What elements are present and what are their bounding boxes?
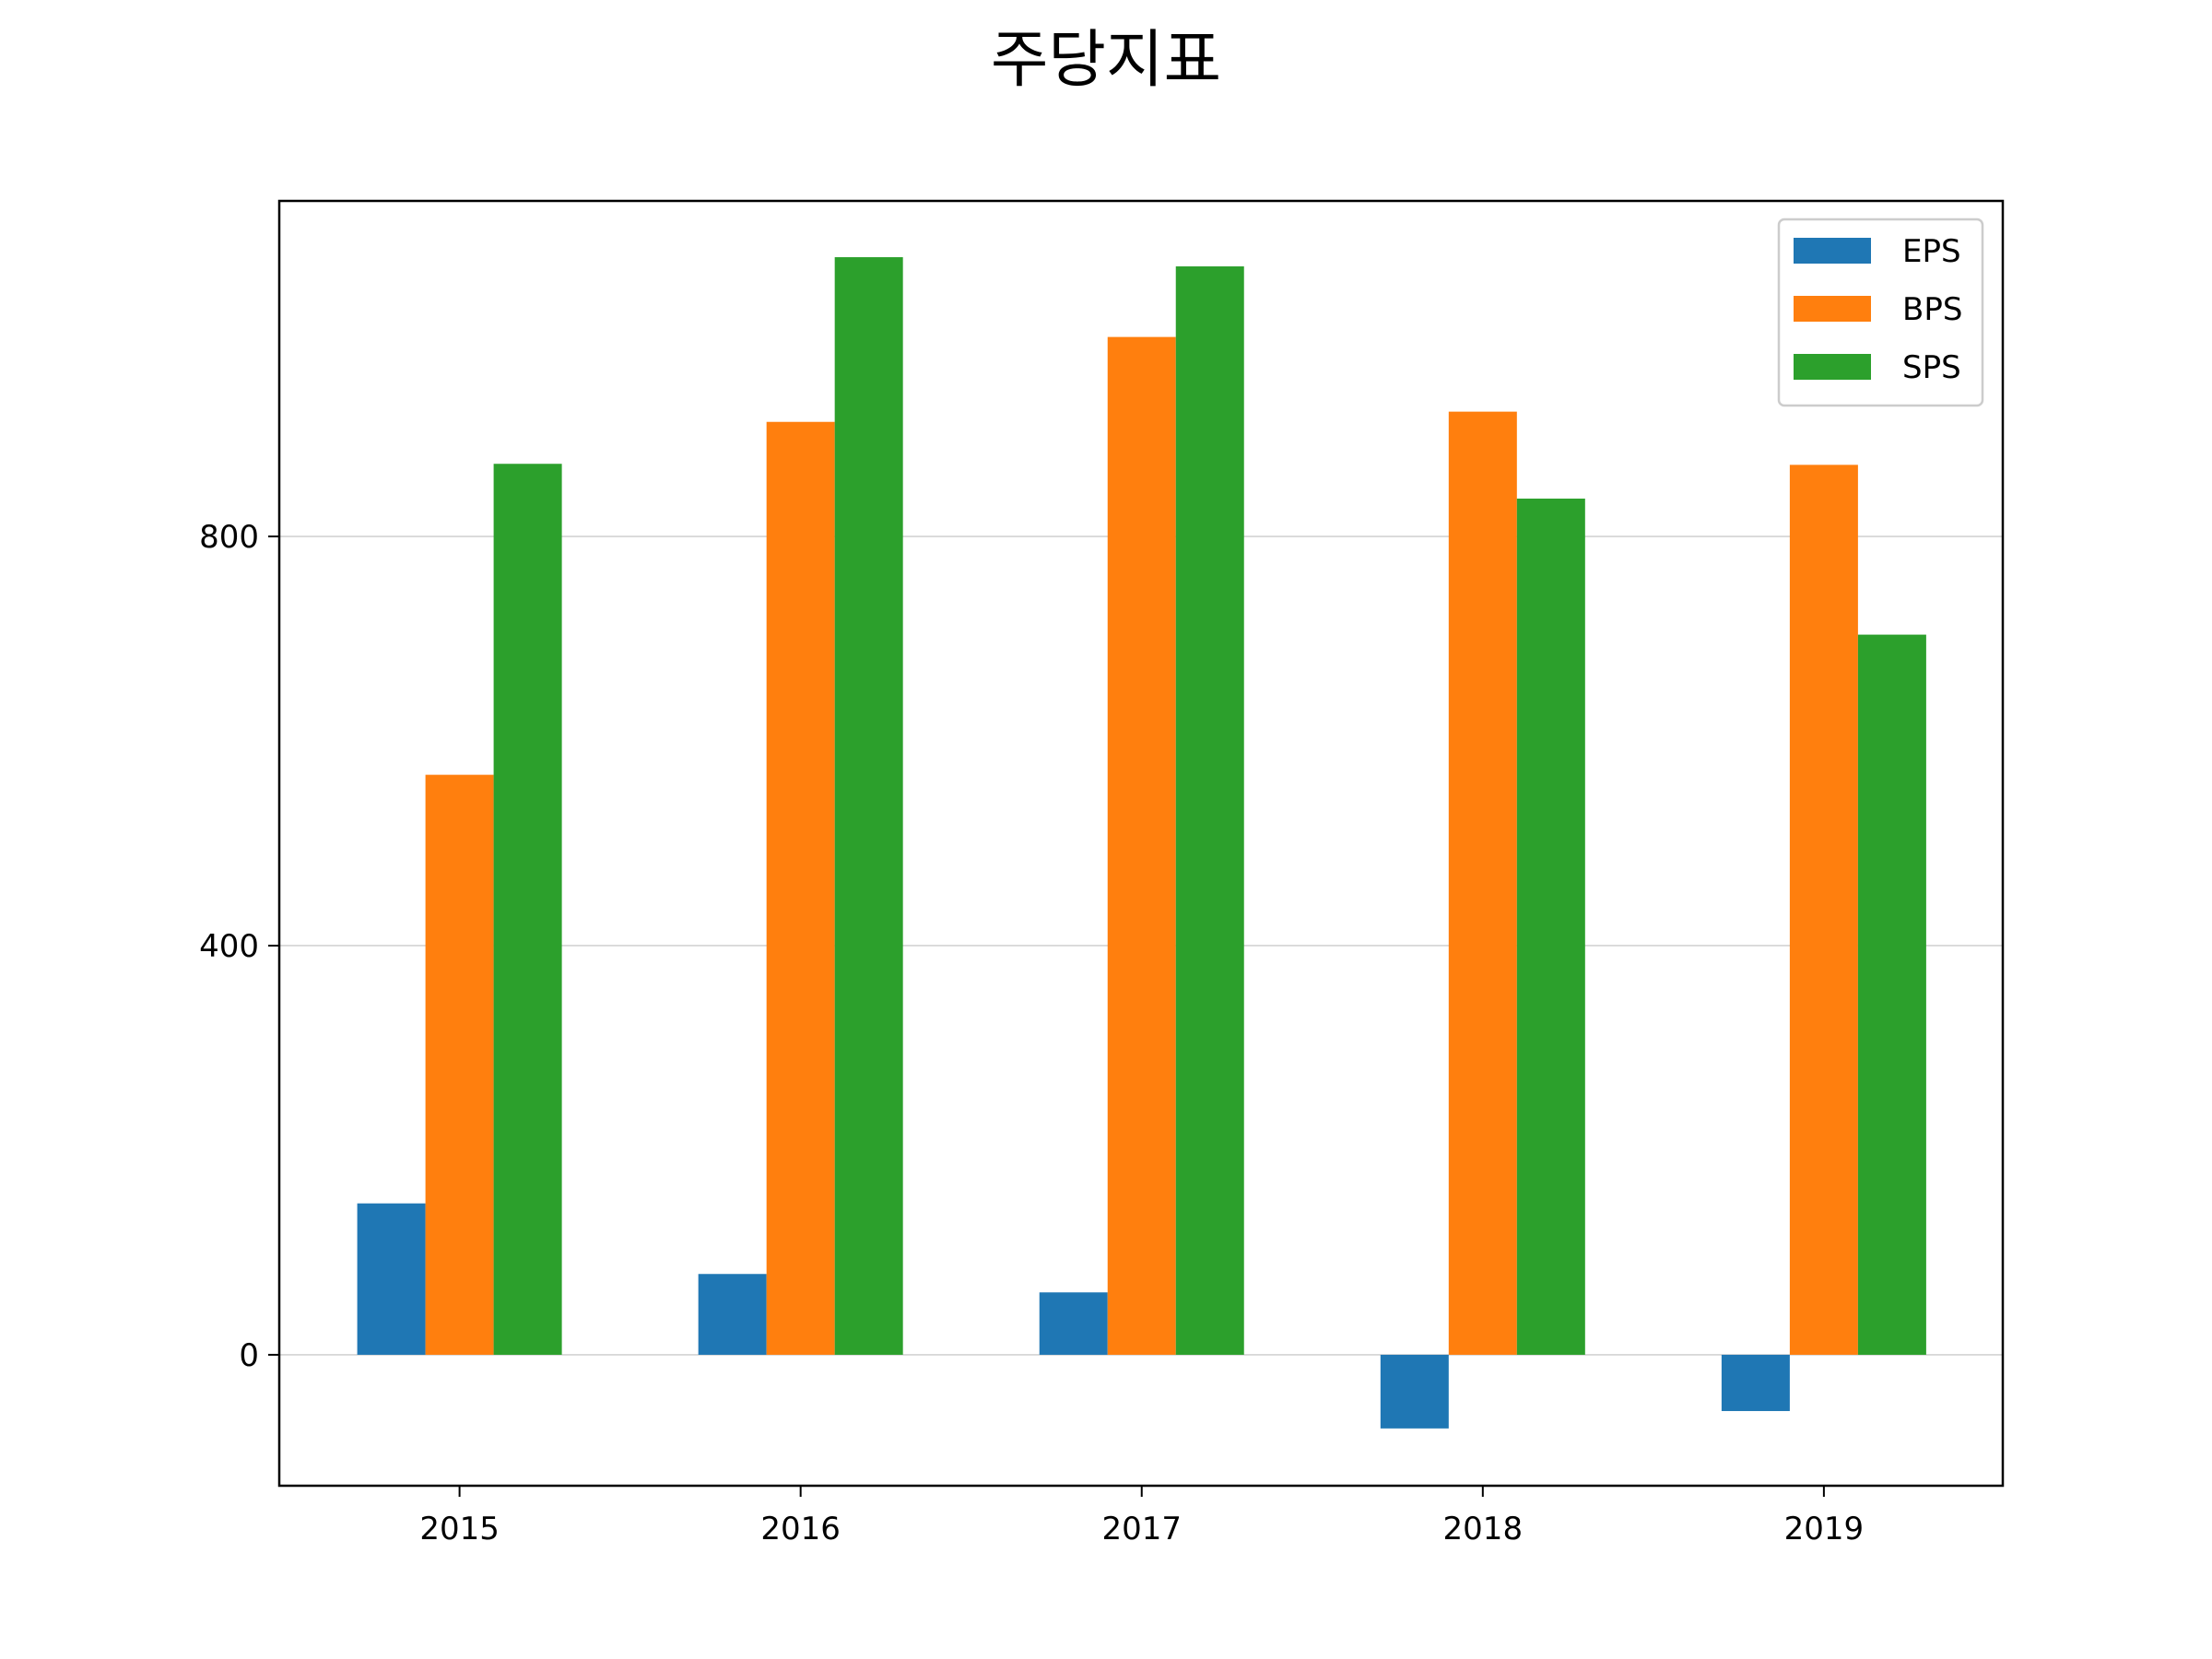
x-tick-label: 2015 [419,1511,500,1547]
bar-bps-2016 [766,421,835,1355]
bar-bps-2018 [1448,411,1517,1355]
bars [357,257,1926,1429]
bar-eps-2018 [1380,1354,1449,1429]
y-tick-label: 800 [199,519,259,556]
legend-swatch-eps [1794,238,1871,264]
bar-sps-2015 [493,464,562,1355]
legend-swatch-sps [1794,354,1871,380]
legend: EPS BPS SPS [1777,218,1984,407]
x-axis: 2015 2016 2017 2018 2019 [419,1486,1864,1547]
bar-sps-2019 [1857,634,1926,1355]
bar-eps-2016 [698,1274,767,1355]
y-axis: 0 400 800 [199,519,279,1374]
chart-title: 주당지표 [991,24,1221,97]
bar-eps-2019 [1721,1354,1790,1411]
bar-sps-2017 [1175,266,1244,1355]
legend-label-bps: BPS [1902,291,1962,328]
bar-bps-2019 [1789,465,1858,1355]
legend-swatch-bps [1794,296,1871,322]
bar-eps-2015 [357,1203,426,1355]
bar-bps-2017 [1107,336,1176,1355]
bar-bps-2015 [425,774,494,1355]
bar-sps-2018 [1516,498,1585,1355]
bar-eps-2017 [1039,1292,1108,1355]
y-tick-label: 0 [239,1337,259,1374]
x-tick-label: 2016 [760,1511,841,1547]
legend-label-eps: EPS [1902,233,1961,270]
y-tick-label: 400 [199,928,259,965]
legend-label-sps: SPS [1902,349,1961,386]
bar-sps-2016 [834,257,903,1355]
x-tick-label: 2017 [1101,1511,1182,1547]
x-tick-label: 2018 [1443,1511,1524,1547]
x-tick-label: 2019 [1784,1511,1865,1547]
